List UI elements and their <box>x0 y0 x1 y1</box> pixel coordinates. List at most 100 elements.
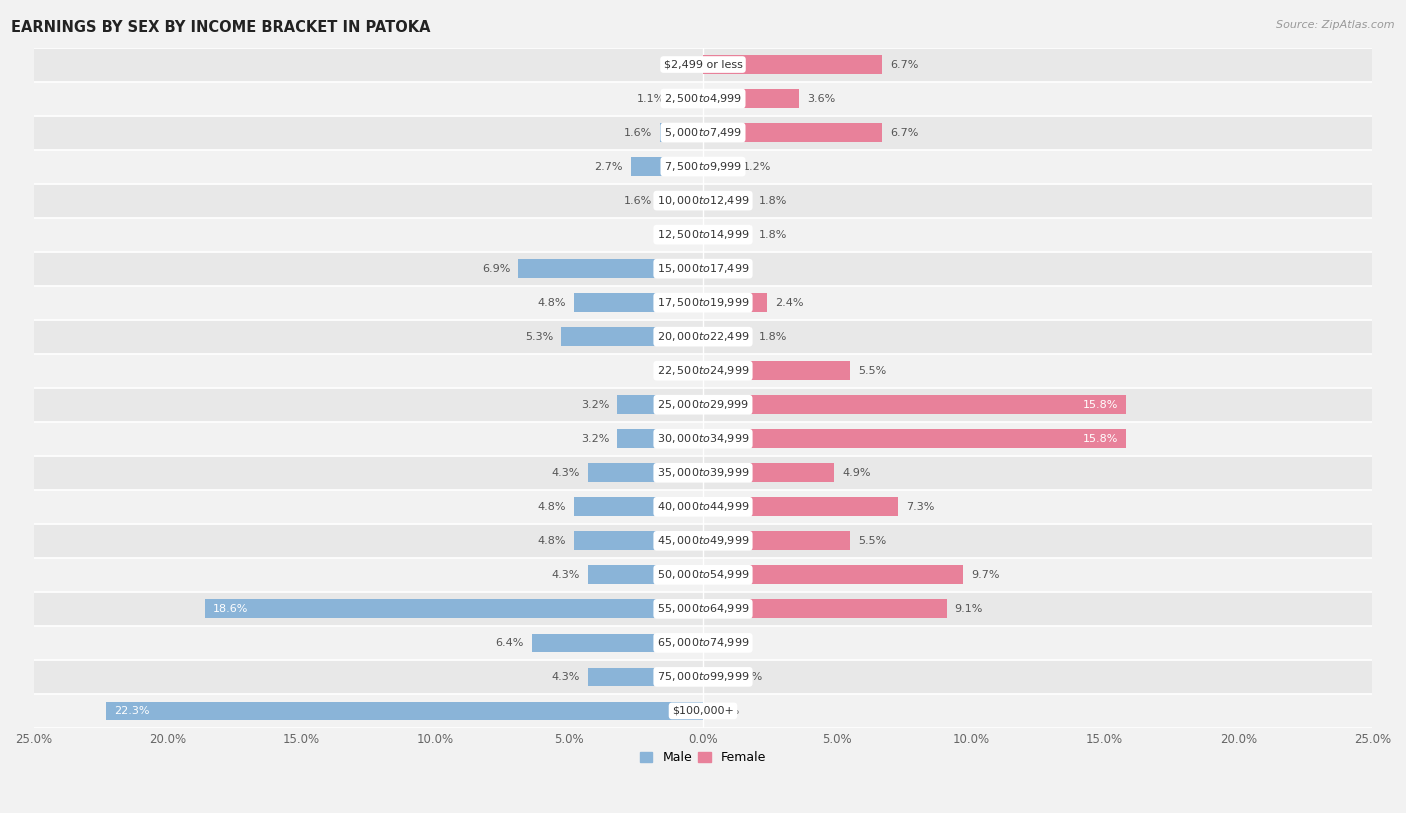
Text: 5.5%: 5.5% <box>858 366 887 376</box>
Text: $2,500 to $4,999: $2,500 to $4,999 <box>664 92 742 105</box>
Bar <box>703 191 751 210</box>
Bar <box>703 225 751 244</box>
Bar <box>34 252 1372 285</box>
Bar <box>34 354 1372 388</box>
Bar <box>703 89 800 108</box>
Bar <box>34 47 1372 81</box>
Text: 6.9%: 6.9% <box>482 263 510 274</box>
Text: $15,000 to $17,499: $15,000 to $17,499 <box>657 262 749 275</box>
Text: 1.6%: 1.6% <box>624 128 652 137</box>
Bar <box>661 191 703 210</box>
Text: 1.1%: 1.1% <box>637 93 665 103</box>
Text: 3.6%: 3.6% <box>807 93 835 103</box>
Bar <box>34 81 1372 115</box>
Text: $100,000+: $100,000+ <box>672 706 734 716</box>
Bar <box>588 463 703 482</box>
Bar <box>34 489 1372 524</box>
Text: 5.3%: 5.3% <box>524 332 553 341</box>
Text: $50,000 to $54,999: $50,000 to $54,999 <box>657 568 749 581</box>
Bar <box>617 429 703 448</box>
Bar <box>575 498 703 516</box>
Bar <box>703 429 1126 448</box>
Text: 0.0%: 0.0% <box>711 263 740 274</box>
Text: $22,500 to $24,999: $22,500 to $24,999 <box>657 364 749 377</box>
Text: 6.7%: 6.7% <box>890 59 918 70</box>
Text: 2.7%: 2.7% <box>595 162 623 172</box>
Text: 1.8%: 1.8% <box>759 332 787 341</box>
Bar <box>205 599 703 618</box>
Bar <box>34 693 1372 728</box>
Bar <box>588 566 703 585</box>
Text: 7.3%: 7.3% <box>907 502 935 511</box>
Text: 2.4%: 2.4% <box>775 298 804 307</box>
Bar <box>34 592 1372 626</box>
Text: 3.2%: 3.2% <box>581 434 609 444</box>
Text: 1.2%: 1.2% <box>744 162 772 172</box>
Text: 15.8%: 15.8% <box>1083 434 1118 444</box>
Bar <box>34 524 1372 558</box>
Bar <box>34 558 1372 592</box>
Text: $25,000 to $29,999: $25,000 to $29,999 <box>657 398 749 411</box>
Text: $40,000 to $44,999: $40,000 to $44,999 <box>657 500 749 513</box>
Bar <box>519 259 703 278</box>
Text: $65,000 to $74,999: $65,000 to $74,999 <box>657 637 749 650</box>
Bar <box>575 532 703 550</box>
Text: $30,000 to $34,999: $30,000 to $34,999 <box>657 433 749 446</box>
Text: 9.7%: 9.7% <box>970 570 1000 580</box>
Bar <box>34 184 1372 218</box>
Text: $17,500 to $19,999: $17,500 to $19,999 <box>657 296 749 309</box>
Text: 0.0%: 0.0% <box>711 706 740 716</box>
Text: Source: ZipAtlas.com: Source: ZipAtlas.com <box>1277 20 1395 30</box>
Text: $7,500 to $9,999: $7,500 to $9,999 <box>664 160 742 173</box>
Bar <box>703 395 1126 414</box>
Bar <box>631 157 703 176</box>
Text: 4.3%: 4.3% <box>551 467 579 478</box>
Bar <box>703 498 898 516</box>
Bar <box>703 532 851 550</box>
Bar <box>617 395 703 414</box>
Text: 3.2%: 3.2% <box>581 400 609 410</box>
Text: $2,499 or less: $2,499 or less <box>664 59 742 70</box>
Text: 1.8%: 1.8% <box>759 196 787 206</box>
Bar <box>588 667 703 686</box>
Text: 0.61%: 0.61% <box>727 672 762 682</box>
Bar <box>34 218 1372 252</box>
Bar <box>703 463 834 482</box>
Text: 4.3%: 4.3% <box>551 570 579 580</box>
Text: 18.6%: 18.6% <box>212 604 249 614</box>
Bar <box>561 328 703 346</box>
Text: $10,000 to $12,499: $10,000 to $12,499 <box>657 194 749 207</box>
Text: 4.9%: 4.9% <box>842 467 870 478</box>
Text: 4.3%: 4.3% <box>551 672 579 682</box>
Text: 5.5%: 5.5% <box>858 536 887 546</box>
Text: 0.0%: 0.0% <box>666 229 695 240</box>
Text: 6.7%: 6.7% <box>890 128 918 137</box>
Bar <box>34 626 1372 660</box>
Text: $55,000 to $64,999: $55,000 to $64,999 <box>657 602 749 615</box>
Legend: Male, Female: Male, Female <box>636 746 770 769</box>
Text: 22.3%: 22.3% <box>114 706 149 716</box>
Text: 4.8%: 4.8% <box>538 502 567 511</box>
Text: 0.0%: 0.0% <box>711 638 740 648</box>
Text: $5,000 to $7,499: $5,000 to $7,499 <box>664 126 742 139</box>
Bar <box>673 89 703 108</box>
Bar <box>661 124 703 142</box>
Text: $35,000 to $39,999: $35,000 to $39,999 <box>657 467 749 479</box>
Bar <box>703 328 751 346</box>
Text: 0.0%: 0.0% <box>666 59 695 70</box>
Text: $12,500 to $14,999: $12,500 to $14,999 <box>657 228 749 241</box>
Text: 1.8%: 1.8% <box>759 229 787 240</box>
Text: 9.1%: 9.1% <box>955 604 983 614</box>
Bar <box>34 422 1372 456</box>
Bar <box>34 388 1372 422</box>
Bar <box>703 124 883 142</box>
Bar <box>703 361 851 380</box>
Bar <box>703 55 883 74</box>
Bar <box>34 456 1372 489</box>
Bar <box>105 702 703 720</box>
Bar <box>34 115 1372 150</box>
Text: 1.6%: 1.6% <box>624 196 652 206</box>
Bar <box>34 150 1372 184</box>
Text: $45,000 to $49,999: $45,000 to $49,999 <box>657 534 749 547</box>
Bar <box>703 599 946 618</box>
